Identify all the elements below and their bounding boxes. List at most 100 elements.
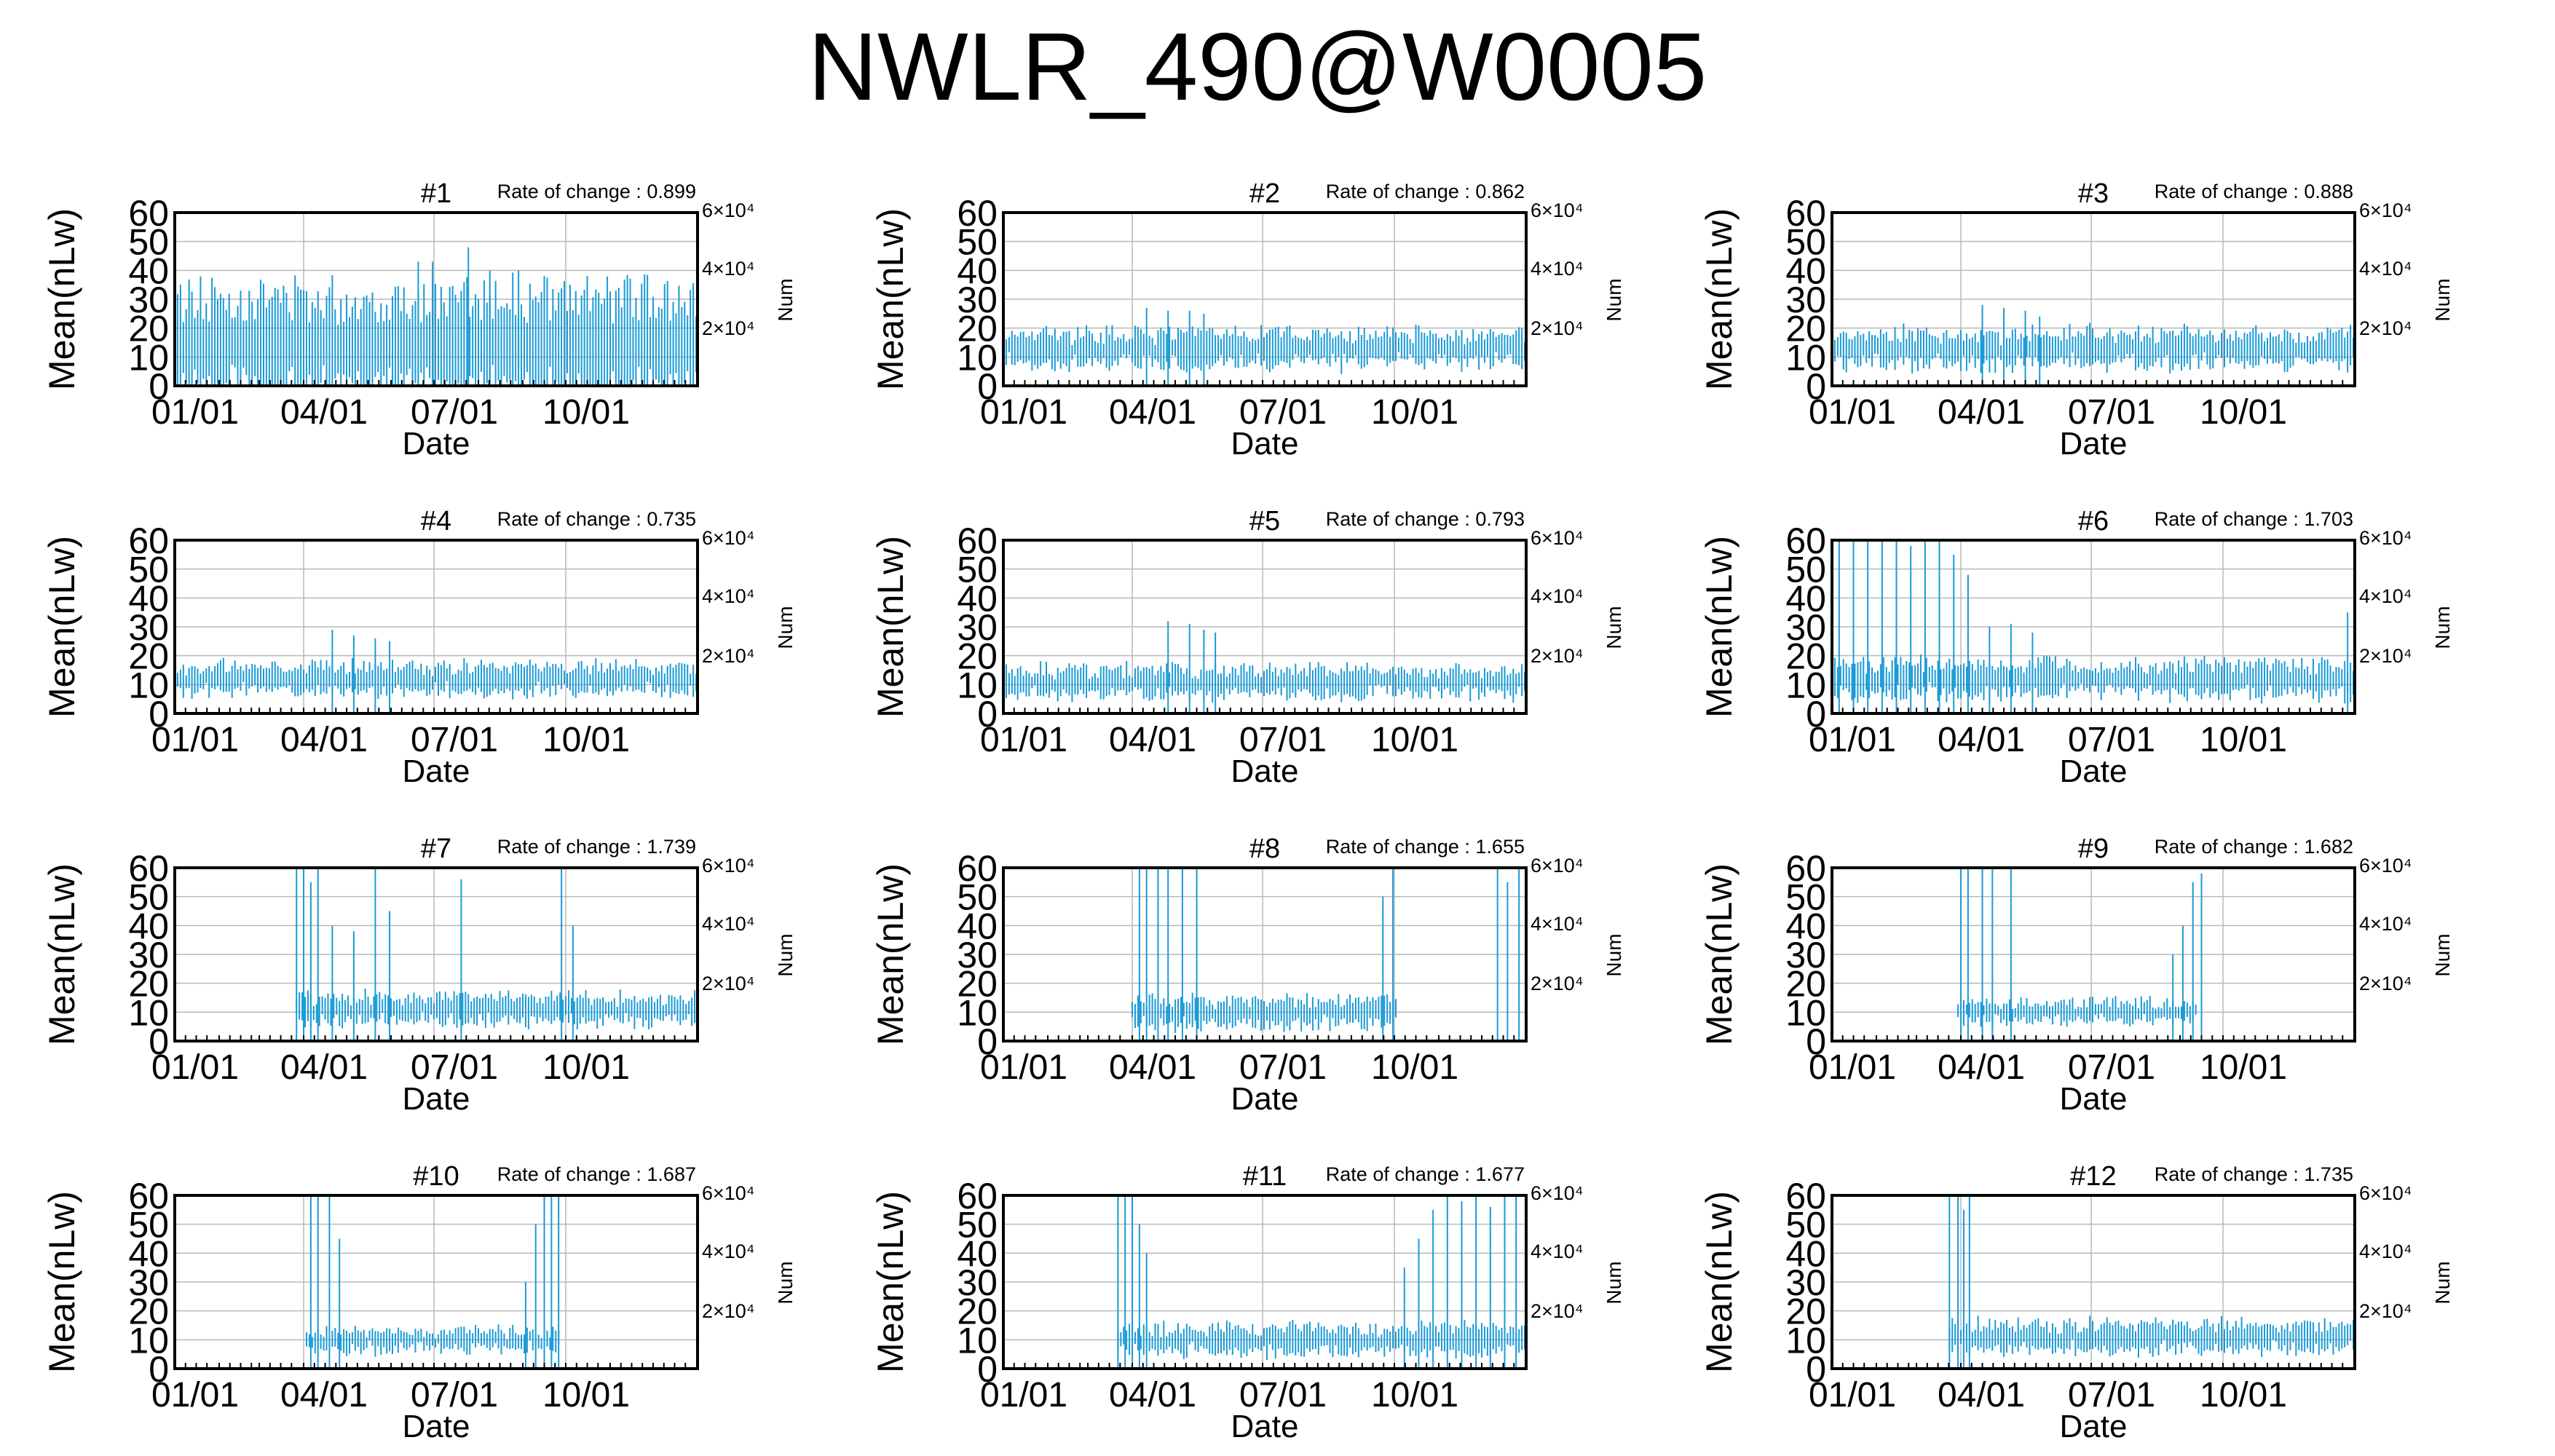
y-tick-label: 60 — [957, 193, 998, 234]
y-tick-label: 10 — [128, 665, 169, 705]
y-tick-label: 60 — [1785, 1176, 1826, 1216]
x-axis-label: Date — [403, 1081, 470, 1117]
y-tick-label: 10 — [128, 1320, 169, 1361]
y-tick-label: 20 — [128, 636, 169, 677]
y2-tick-label: 6×10⁴ — [1531, 855, 1583, 877]
y-tick-label: 60 — [957, 848, 998, 889]
y-tick-label: 60 — [957, 1176, 998, 1216]
y-tick-label: 30 — [957, 607, 998, 648]
y-tick-label: 10 — [1785, 1320, 1826, 1361]
chart-title: #6 — [2078, 506, 2109, 537]
x-tick-label: 04/01 — [1109, 721, 1196, 759]
x-tick-label: 04/01 — [1109, 1048, 1196, 1087]
chart-title: #10 — [413, 1161, 459, 1192]
x-tick-label: 04/01 — [280, 393, 368, 432]
y-tick-label: 10 — [1785, 337, 1826, 378]
y-tick-label: 0 — [977, 1021, 998, 1062]
x-axis-label: Date — [1231, 1081, 1299, 1117]
x-tick-label: 04/01 — [280, 1376, 368, 1415]
y2-tick-label: 6×10⁴ — [2359, 527, 2412, 549]
x-tick-label: 10/01 — [542, 393, 630, 432]
y-tick-label: 10 — [957, 1320, 998, 1361]
series-line — [1003, 307, 1526, 386]
x-tick-label: 07/01 — [411, 721, 498, 759]
x-tick-label: 10/01 — [2200, 393, 2287, 432]
y-tick-label: 20 — [128, 964, 169, 1005]
rate-of-change-label: Rate of change : 0.793 — [1326, 508, 1525, 530]
y-tick-label: 0 — [149, 1349, 169, 1390]
y2-tick-label: 4×10⁴ — [1531, 1241, 1583, 1262]
y-tick-label: 50 — [957, 1205, 998, 1246]
x-axis-label: Date — [403, 1409, 470, 1444]
series-line — [1003, 621, 1526, 713]
y-tick-label: 30 — [957, 280, 998, 320]
x-axis-label: Date — [2060, 1409, 2128, 1444]
plot-frame — [1002, 539, 1528, 715]
y-tick-label: 50 — [1785, 1205, 1826, 1246]
y2-tick-label: 4×10⁴ — [2359, 1241, 2412, 1262]
plot-frame — [173, 539, 699, 715]
y2-axis-label: Num — [2431, 606, 2454, 649]
y-tick-label: 20 — [128, 309, 169, 349]
x-tick-label: 01/01 — [980, 393, 1067, 432]
y-tick-label: 40 — [957, 1233, 998, 1274]
y-tick-label: 40 — [128, 578, 169, 619]
y-tick-label: 30 — [128, 607, 169, 648]
plot-frame — [173, 866, 699, 1042]
y-tick-label: 0 — [1806, 1021, 1826, 1062]
series-line — [1948, 1195, 2355, 1369]
y-tick-label: 20 — [957, 1291, 998, 1332]
series-line — [1831, 540, 2355, 713]
y-tick-label: 60 — [1785, 193, 1826, 234]
rate-of-change-label: Rate of change : 1.682 — [2155, 836, 2353, 858]
y-tick-label: 10 — [1785, 992, 1826, 1033]
y-tick-label: 30 — [957, 935, 998, 976]
x-tick-label: 07/01 — [411, 393, 498, 432]
y2-tick-label: 2×10⁴ — [2359, 645, 2412, 667]
y-tick-label: 40 — [1785, 250, 1826, 291]
x-axis-label: Date — [1231, 1409, 1299, 1444]
y2-tick-label: 4×10⁴ — [702, 585, 754, 607]
x-axis-label: Date — [2060, 1081, 2128, 1117]
y-axis-label: Mean(nLw) — [870, 1191, 911, 1373]
y-tick-label: 50 — [1785, 877, 1826, 918]
y2-axis-label: Num — [2431, 1261, 2454, 1304]
y2-tick-label: 4×10⁴ — [2359, 585, 2412, 607]
y2-axis-label: Num — [1603, 1261, 1625, 1304]
y-tick-label: 30 — [1785, 607, 1826, 648]
x-axis-label: Date — [2060, 426, 2128, 462]
y-tick-label: 40 — [128, 906, 169, 946]
y-tick-label: 20 — [128, 1291, 169, 1332]
y-axis-label: Mean(nLw) — [1699, 536, 1739, 718]
y2-tick-label: 6×10⁴ — [2359, 855, 2412, 877]
y2-axis-label: Num — [774, 606, 797, 649]
y2-tick-label: 6×10⁴ — [1531, 1182, 1583, 1204]
x-tick-label: 07/01 — [1239, 1376, 1327, 1415]
series-line — [1117, 1195, 1526, 1369]
y2-tick-label: 6×10⁴ — [702, 855, 754, 877]
rate-of-change-label: Rate of change : 1.687 — [497, 1163, 696, 1185]
x-tick-label: 07/01 — [1239, 393, 1327, 432]
series-line — [1831, 304, 2355, 386]
y-tick-label: 30 — [1785, 1262, 1826, 1303]
x-tick-label: 07/01 — [2068, 1376, 2155, 1415]
y-tick-label: 0 — [977, 694, 998, 735]
y2-tick-label: 2×10⁴ — [1531, 645, 1583, 667]
y2-axis-label: Num — [774, 1261, 797, 1304]
x-tick-label: 01/01 — [151, 393, 239, 432]
y-tick-label: 40 — [128, 250, 169, 291]
y-tick-label: 10 — [957, 992, 998, 1033]
y-tick-label: 60 — [128, 193, 169, 234]
y-tick-label: 50 — [128, 877, 169, 918]
y-tick-label: 0 — [1806, 366, 1826, 407]
x-tick-label: 10/01 — [1371, 1376, 1458, 1415]
x-tick-label: 01/01 — [151, 1376, 239, 1415]
y2-tick-label: 6×10⁴ — [2359, 1182, 2412, 1204]
series-line — [305, 1195, 560, 1369]
y2-tick-label: 4×10⁴ — [702, 258, 754, 280]
chart-title: #7 — [421, 834, 451, 864]
y-axis-label: Mean(nLw) — [42, 1191, 82, 1373]
x-tick-label: 01/01 — [1809, 1048, 1896, 1087]
